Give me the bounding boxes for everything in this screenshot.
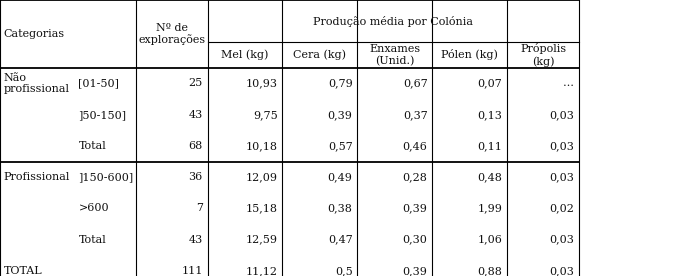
Text: Enxames
(Unid.): Enxames (Unid.) <box>369 44 421 66</box>
Text: 15,18: 15,18 <box>246 203 278 213</box>
Text: 0,03: 0,03 <box>549 172 574 182</box>
Text: …: … <box>563 78 574 89</box>
Text: Nº de
explorações: Nº de explorações <box>138 23 205 45</box>
Text: 0,39: 0,39 <box>403 203 428 213</box>
Text: 0,57: 0,57 <box>328 141 353 151</box>
Text: 0,30: 0,30 <box>403 235 428 245</box>
Text: Pólen (kg): Pólen (kg) <box>441 49 498 60</box>
Text: Total: Total <box>78 235 106 245</box>
Text: 0,03: 0,03 <box>549 141 574 151</box>
Text: 0,46: 0,46 <box>403 141 428 151</box>
Text: 0,03: 0,03 <box>549 266 574 276</box>
Text: 0,28: 0,28 <box>403 172 428 182</box>
Text: ]150-600]: ]150-600] <box>78 172 134 182</box>
Text: Profissional: Profissional <box>3 172 70 182</box>
Text: 0,03: 0,03 <box>549 110 574 120</box>
Text: 0,03: 0,03 <box>549 235 574 245</box>
Text: Categorias: Categorias <box>3 29 65 39</box>
Text: 0,07: 0,07 <box>477 78 502 89</box>
Text: 0,11: 0,11 <box>477 141 502 151</box>
Text: 7: 7 <box>196 203 203 213</box>
Text: Cera (kg): Cera (kg) <box>294 50 346 60</box>
Text: 0,38: 0,38 <box>328 203 353 213</box>
Text: 0,79: 0,79 <box>328 78 353 89</box>
Text: 10,18: 10,18 <box>246 141 278 151</box>
Text: 111: 111 <box>181 266 203 276</box>
Text: ]50-150]: ]50-150] <box>78 110 126 120</box>
Text: [01-50]: [01-50] <box>78 78 119 89</box>
Text: TOTAL: TOTAL <box>3 266 42 276</box>
Text: 0,88: 0,88 <box>477 266 502 276</box>
Text: 0,39: 0,39 <box>328 110 353 120</box>
Text: 0,5: 0,5 <box>335 266 353 276</box>
Text: 12,09: 12,09 <box>246 172 278 182</box>
Text: 1,99: 1,99 <box>477 203 502 213</box>
Text: 0,37: 0,37 <box>403 110 428 120</box>
Text: 1,06: 1,06 <box>477 235 502 245</box>
Text: 68: 68 <box>188 141 203 151</box>
Text: 0,48: 0,48 <box>477 172 502 182</box>
Text: 0,67: 0,67 <box>403 78 428 89</box>
Text: >600: >600 <box>78 203 109 213</box>
Text: 0,47: 0,47 <box>328 235 353 245</box>
Text: 0,02: 0,02 <box>549 203 574 213</box>
Text: Própolis
(kg): Própolis (kg) <box>520 43 566 67</box>
Text: 11,12: 11,12 <box>246 266 278 276</box>
Text: 43: 43 <box>188 235 203 245</box>
Text: 36: 36 <box>188 172 203 182</box>
Text: Não
profissional: Não profissional <box>3 73 69 94</box>
Text: 0,13: 0,13 <box>477 110 502 120</box>
Text: 0,49: 0,49 <box>328 172 353 182</box>
Text: 43: 43 <box>188 110 203 120</box>
Text: 9,75: 9,75 <box>253 110 278 120</box>
Text: Total: Total <box>78 141 106 151</box>
Text: Mel (kg): Mel (kg) <box>221 50 269 60</box>
Text: 0,39: 0,39 <box>403 266 428 276</box>
Text: 25: 25 <box>188 78 203 89</box>
Text: 10,93: 10,93 <box>246 78 278 89</box>
Text: 12,59: 12,59 <box>246 235 278 245</box>
Text: Produção média por Colónia: Produção média por Colónia <box>313 15 473 26</box>
